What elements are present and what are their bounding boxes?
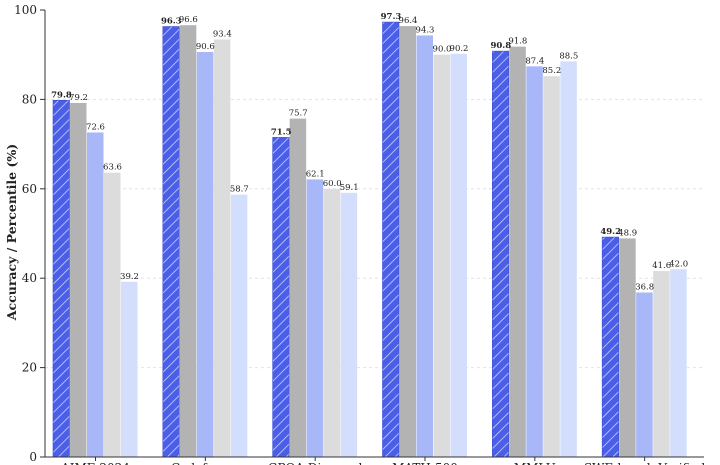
y-tick-label: 20 — [22, 361, 37, 375]
bar — [196, 52, 214, 457]
bar — [450, 53, 467, 457]
bar — [104, 172, 121, 457]
data-label: 96.4 — [399, 16, 418, 26]
data-label: 90.8 — [490, 41, 511, 51]
data-label: 41.6 — [652, 261, 671, 271]
data-label: 88.5 — [559, 51, 578, 61]
bar — [560, 61, 577, 457]
data-label: 42.0 — [669, 259, 688, 269]
grid-lines — [45, 98, 704, 369]
data-label: 75.7 — [289, 109, 308, 119]
bar — [213, 39, 231, 457]
data-label: 49.2 — [600, 227, 621, 237]
y-axis-label: Accuracy / Percentile (%) — [4, 144, 19, 321]
x-tick-label: AIME 2024 — [60, 461, 130, 465]
data-label: 72.6 — [86, 122, 105, 132]
bar — [601, 236, 619, 458]
axes: 0 20 40 60 80 100 AIME 2024 Codeforces GPQA Diam… — [14, 3, 706, 465]
bar — [433, 54, 450, 457]
bar — [670, 269, 687, 457]
bar — [272, 137, 290, 458]
y-tick-label: 60 — [22, 182, 37, 196]
data-label: 79.2 — [69, 93, 88, 103]
bar — [382, 21, 400, 458]
data-label: 90.6 — [196, 42, 215, 52]
data-label: 63.6 — [103, 163, 122, 173]
data-label: 60.0 — [323, 179, 342, 189]
bar — [323, 188, 341, 458]
bar — [289, 118, 307, 457]
data-label: 90.0 — [433, 45, 452, 55]
bar — [87, 132, 104, 457]
bar — [509, 46, 526, 458]
x-tick-label: MATH-500 — [392, 461, 458, 465]
bar — [162, 26, 180, 458]
y-tick-label: 100 — [14, 3, 37, 17]
bar — [306, 179, 324, 457]
bar — [543, 76, 560, 457]
bar — [653, 271, 670, 457]
data-label: 96.3 — [161, 17, 182, 27]
y-tick-label: 0 — [29, 450, 37, 464]
bar — [416, 35, 433, 457]
data-label: 91.8 — [508, 37, 527, 47]
data-label: 58.7 — [230, 185, 249, 195]
data-label: 96.6 — [179, 15, 198, 25]
data-label: 79.8 — [51, 90, 72, 100]
data-label: 62.1 — [306, 169, 325, 179]
bar — [121, 281, 138, 457]
bars — [52, 21, 687, 458]
x-tick-label: SWE-bench Verified — [584, 461, 706, 465]
data-label: 71.5 — [271, 127, 292, 137]
y-tick-label: 80 — [22, 92, 37, 106]
y-tick-label: 40 — [22, 271, 37, 285]
bar — [399, 26, 416, 457]
data-label: 48.9 — [618, 228, 637, 238]
bar — [179, 25, 197, 458]
data-labels: 79.879.2 72.6 63.6 39.2 96.396.6 90.6 93.4 58.7… — [51, 12, 688, 292]
x-tick-label: MMLU — [514, 461, 556, 465]
data-label: 93.4 — [213, 30, 232, 40]
x-tick-label: Codeforces — [171, 461, 240, 465]
data-label: 97.3 — [381, 12, 402, 22]
bar — [492, 50, 510, 458]
bar — [52, 99, 70, 458]
data-label: 85.2 — [542, 66, 561, 76]
data-label: 94.3 — [416, 25, 435, 35]
bar — [636, 292, 653, 457]
bar — [230, 194, 248, 457]
data-label: 36.8 — [635, 283, 654, 293]
bar — [526, 66, 543, 458]
bar — [70, 102, 87, 457]
data-label: 59.1 — [340, 183, 359, 193]
x-tick-label: GPQA Diamond — [268, 461, 363, 465]
data-label: 87.4 — [525, 56, 544, 66]
bar — [619, 238, 636, 457]
data-label: 90.2 — [450, 44, 469, 54]
bar — [340, 192, 358, 457]
data-label: 39.2 — [120, 272, 139, 282]
